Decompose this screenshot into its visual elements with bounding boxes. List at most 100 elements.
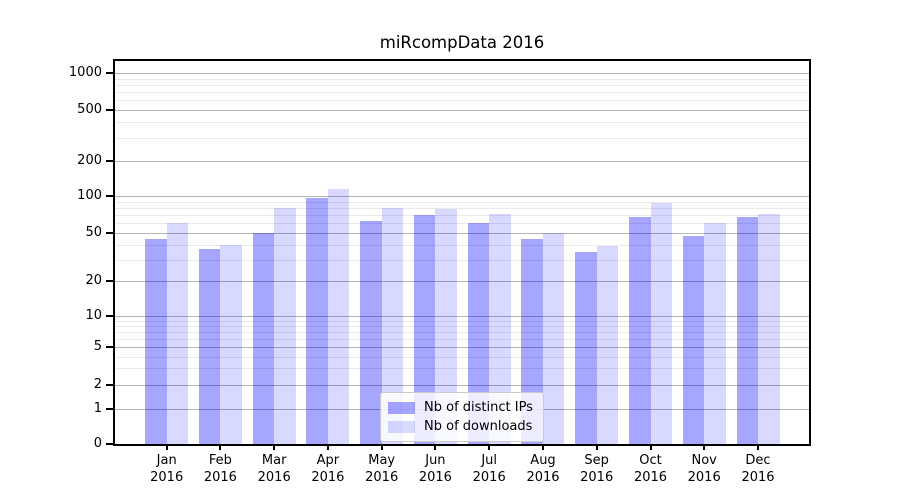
y-tick-label-50: 50 xyxy=(85,224,102,240)
x-tick-label-aug: Aug 2016 xyxy=(526,453,560,485)
gridline-minor-70 xyxy=(115,215,809,217)
x-tick-label-jul: Jul 2016 xyxy=(472,453,506,485)
bar-ips-jul xyxy=(467,223,490,444)
y-tick-label-2: 2 xyxy=(93,377,102,392)
y-tick-mark-1 xyxy=(106,407,113,410)
bar-ips-feb xyxy=(198,248,221,444)
bar-downloads-jun xyxy=(435,209,457,444)
gridline-minor-40 xyxy=(115,244,809,246)
x-tick-mark-aug xyxy=(542,444,544,450)
y-tick-mark-1000 xyxy=(106,72,113,75)
x-tick-mark-apr xyxy=(326,444,329,450)
bar-downloads-nov xyxy=(704,223,726,444)
x-tick-mark-may xyxy=(380,444,383,450)
y-tick-label-5: 5 xyxy=(93,339,102,355)
y-tick-label-10: 10 xyxy=(85,307,102,323)
y-tick-mark-5 xyxy=(106,346,113,349)
gridline-minor-9 xyxy=(115,320,809,322)
legend-swatch-downloads xyxy=(388,420,415,433)
gridline-major-50 xyxy=(115,232,809,234)
legend-swatch-distinct-ips xyxy=(388,401,415,414)
y-tick-label-100: 100 xyxy=(77,188,102,204)
gridline-minor-600 xyxy=(115,100,809,102)
chart-title: miRcompData 2016 xyxy=(379,33,545,52)
gridline-major-2 xyxy=(115,385,809,386)
bar-downloads-jul xyxy=(489,213,511,444)
bar-ips-oct xyxy=(629,216,651,444)
bar-downloads-apr xyxy=(327,189,350,444)
gridline-major-200 xyxy=(115,160,809,162)
gridline-major-1000 xyxy=(115,73,809,75)
gridline-major-5 xyxy=(115,347,809,349)
x-tick-mark-jul xyxy=(488,444,491,450)
x-tick-mark-dec xyxy=(757,444,759,450)
gridline-minor-4 xyxy=(115,356,809,358)
gridline-minor-900 xyxy=(115,78,809,80)
gridline-minor-8 xyxy=(115,325,809,327)
y-tick-mark-500 xyxy=(106,109,113,111)
x-tick-mark-jun xyxy=(434,444,437,450)
gridline-minor-80 xyxy=(115,208,809,210)
gridline-major-100 xyxy=(115,196,809,198)
bar-ips-may xyxy=(360,221,382,444)
legend: Nb of distinct IPs Nb of downloads xyxy=(380,392,544,442)
bar-ips-dec xyxy=(736,217,758,444)
x-tick-label-nov: Nov 2016 xyxy=(687,453,721,485)
bar-downloads-sep xyxy=(596,245,619,444)
y-tick-label-1: 1 xyxy=(93,400,102,416)
gridline-minor-700 xyxy=(115,92,809,94)
x-tick-label-apr: Apr 2016 xyxy=(311,453,345,485)
bar-ips-nov xyxy=(682,236,705,444)
y-tick-label-20: 20 xyxy=(85,273,102,288)
x-tick-mark-feb xyxy=(219,444,222,450)
x-tick-label-oct: Oct 2016 xyxy=(633,453,668,485)
bar-downloads-may xyxy=(381,208,404,444)
x-tick-label-jun: Jun 2016 xyxy=(418,453,452,485)
bar-ips-apr xyxy=(306,198,328,444)
gridline-minor-60 xyxy=(115,223,809,225)
bar-ips-sep xyxy=(575,251,597,444)
x-tick-label-jan: Jan 2016 xyxy=(150,453,184,485)
y-tick-mark-100 xyxy=(106,195,113,198)
y-tick-mark-0 xyxy=(106,443,113,445)
x-tick-mark-oct xyxy=(649,444,652,450)
y-tick-mark-20 xyxy=(106,280,113,282)
bar-downloads-jan xyxy=(166,223,189,444)
gridline-major-500 xyxy=(115,110,809,111)
x-tick-mark-mar xyxy=(273,444,276,450)
bar-downloads-aug xyxy=(542,232,565,444)
bar-ips-jan xyxy=(145,239,167,444)
gridline-minor-90 xyxy=(115,201,809,203)
legend-label-downloads: Nb of downloads xyxy=(424,419,533,434)
bar-downloads-dec xyxy=(758,214,780,444)
bar-downloads-feb xyxy=(220,244,242,444)
bar-downloads-mar xyxy=(274,208,296,444)
x-tick-label-dec: Dec 2016 xyxy=(741,453,775,485)
legend-item-downloads: Nb of downloads xyxy=(388,417,533,436)
legend-item-distinct-ips: Nb of distinct IPs xyxy=(388,398,533,417)
x-tick-label-feb: Feb 2016 xyxy=(203,453,237,485)
bar-ips-jun xyxy=(413,215,436,444)
gridline-minor-6 xyxy=(115,339,809,340)
x-tick-mark-sep xyxy=(595,444,598,450)
y-tick-mark-50 xyxy=(106,231,113,234)
plot-area: Nb of distinct IPs Nb of downloads xyxy=(113,59,811,446)
y-tick-label-200: 200 xyxy=(77,152,102,168)
gridline-minor-800 xyxy=(115,85,809,87)
x-tick-label-mar: Mar 2016 xyxy=(257,453,291,485)
x-tick-label-sep: Sep 2016 xyxy=(580,453,614,485)
gridline-minor-400 xyxy=(115,122,809,124)
y-tick-label-500: 500 xyxy=(77,102,102,117)
x-tick-mark-jan xyxy=(165,444,168,450)
x-tick-label-may: May 2016 xyxy=(365,453,399,485)
gridline-minor-7 xyxy=(115,332,809,333)
y-tick-mark-2 xyxy=(106,384,113,386)
gridline-minor-300 xyxy=(115,138,809,140)
bar-downloads-oct xyxy=(650,203,672,444)
legend-label-distinct-ips: Nb of distinct IPs xyxy=(424,400,533,415)
bar-ips-mar xyxy=(252,232,275,444)
gridline-major-10 xyxy=(115,315,809,317)
x-tick-mark-nov xyxy=(703,444,706,450)
y-tick-mark-10 xyxy=(106,314,113,317)
